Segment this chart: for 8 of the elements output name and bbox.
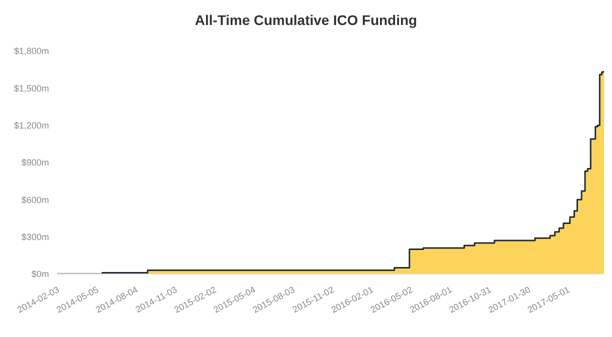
y-tick-label: $1,500m xyxy=(14,83,49,94)
chart-title: All-Time Cumulative ICO Funding xyxy=(194,11,418,30)
y-tick-label: $1,200m xyxy=(14,120,49,131)
y-tick-label: $1,800m xyxy=(14,46,49,56)
y-tick-label: $300m xyxy=(21,232,49,242)
y-tick-label: $600m xyxy=(21,194,49,205)
y-tick-label: $900m xyxy=(21,158,49,168)
y-tick-label: $0m xyxy=(31,269,49,280)
